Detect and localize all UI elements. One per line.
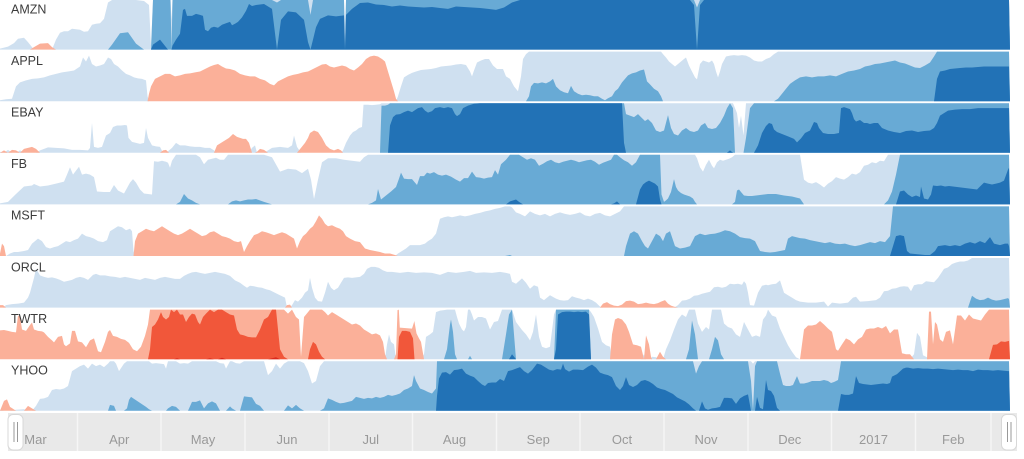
svg-text:AMZN: AMZN — [11, 2, 46, 16]
svg-text:MSFT: MSFT — [11, 209, 45, 223]
svg-text:APPL: APPL — [11, 54, 43, 68]
svg-text:EBAY: EBAY — [11, 106, 44, 120]
svg-text:Jul: Jul — [362, 432, 379, 447]
svg-text:Oct: Oct — [612, 432, 633, 447]
svg-text:ORCL: ORCL — [11, 260, 46, 274]
svg-text:Sep: Sep — [527, 432, 550, 447]
svg-text:Apr: Apr — [109, 432, 130, 447]
svg-text:Feb: Feb — [942, 432, 964, 447]
svg-text:Mar: Mar — [24, 432, 47, 447]
svg-text:Jun: Jun — [277, 432, 298, 447]
svg-text:May: May — [191, 432, 216, 447]
svg-text:Aug: Aug — [443, 432, 466, 447]
svg-text:Dec: Dec — [778, 432, 802, 447]
svg-text:2017: 2017 — [859, 432, 888, 447]
svg-text:Nov: Nov — [694, 432, 718, 447]
svg-text:YHOO: YHOO — [11, 364, 48, 378]
svg-text:TWTR: TWTR — [11, 312, 47, 326]
svg-text:FB: FB — [11, 157, 27, 171]
